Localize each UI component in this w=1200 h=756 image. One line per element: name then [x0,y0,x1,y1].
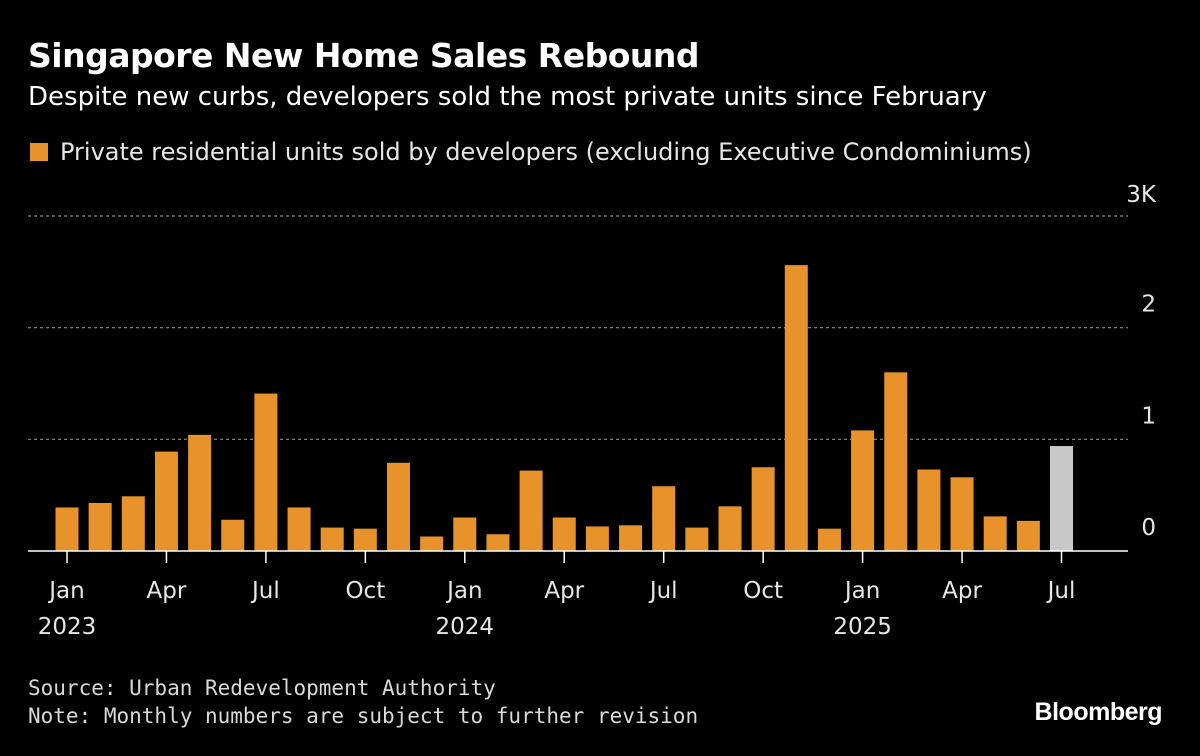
chart-title: Singapore New Home Sales Rebound [28,36,699,75]
y-tick-label: 1 [1141,403,1156,429]
source-note: Source: Urban Redevelopment Authority [28,676,496,700]
bar [486,534,510,551]
bar [287,507,311,551]
bar [387,462,410,551]
bar [519,470,543,551]
x-tick-label: Jul [648,578,678,604]
bar [784,265,808,551]
legend-swatch [30,143,48,161]
bar [851,430,875,551]
bar [751,467,775,551]
x-tick-label: Jul [1046,578,1076,604]
legend-label: Private residential units sold by develo… [60,138,1032,166]
bar [121,496,145,551]
y-tick-label: 0 [1141,515,1156,541]
bar [353,528,377,551]
bar [552,517,576,551]
x-year-label: 2024 [436,614,495,640]
x-tick-label: Jan [47,578,84,604]
bar [685,527,709,551]
bar [188,434,212,551]
x-tick-label: Apr [942,578,982,604]
x-tick-label: Apr [147,578,187,604]
bar [453,517,477,551]
bar [917,469,941,551]
x-year-label: 2023 [38,614,97,640]
x-tick-label: Jul [250,578,280,604]
bar [817,528,841,551]
bar [320,527,344,551]
bar [55,507,79,551]
bar [88,502,112,551]
bar [585,526,609,551]
bar [718,506,742,551]
bar [154,451,178,551]
bar [950,477,974,551]
bar [1016,520,1040,551]
y-tick-label: 3K [1126,182,1157,208]
x-tick-label: Apr [544,578,584,604]
bar [652,486,676,551]
bloomberg-logo: Bloomberg [1034,698,1163,726]
x-tick-label: Oct [743,578,783,604]
bar [983,516,1007,551]
bar [884,372,908,551]
x-year-label: 2025 [833,614,892,640]
x-tick-label: Jan [445,578,482,604]
revision-note: Note: Monthly numbers are subject to fur… [28,704,699,728]
bar [420,536,444,551]
y-tick-label: 2 [1141,292,1156,318]
bar [221,519,245,551]
bar-latest [1050,446,1073,551]
chart-subtitle: Despite new curbs, developers sold the m… [28,82,987,112]
bar [254,393,278,551]
x-tick-label: Jan [843,578,880,604]
bar [619,525,643,551]
x-tick-label: Oct [345,578,385,604]
legend: Private residential units sold by develo… [30,138,1032,166]
